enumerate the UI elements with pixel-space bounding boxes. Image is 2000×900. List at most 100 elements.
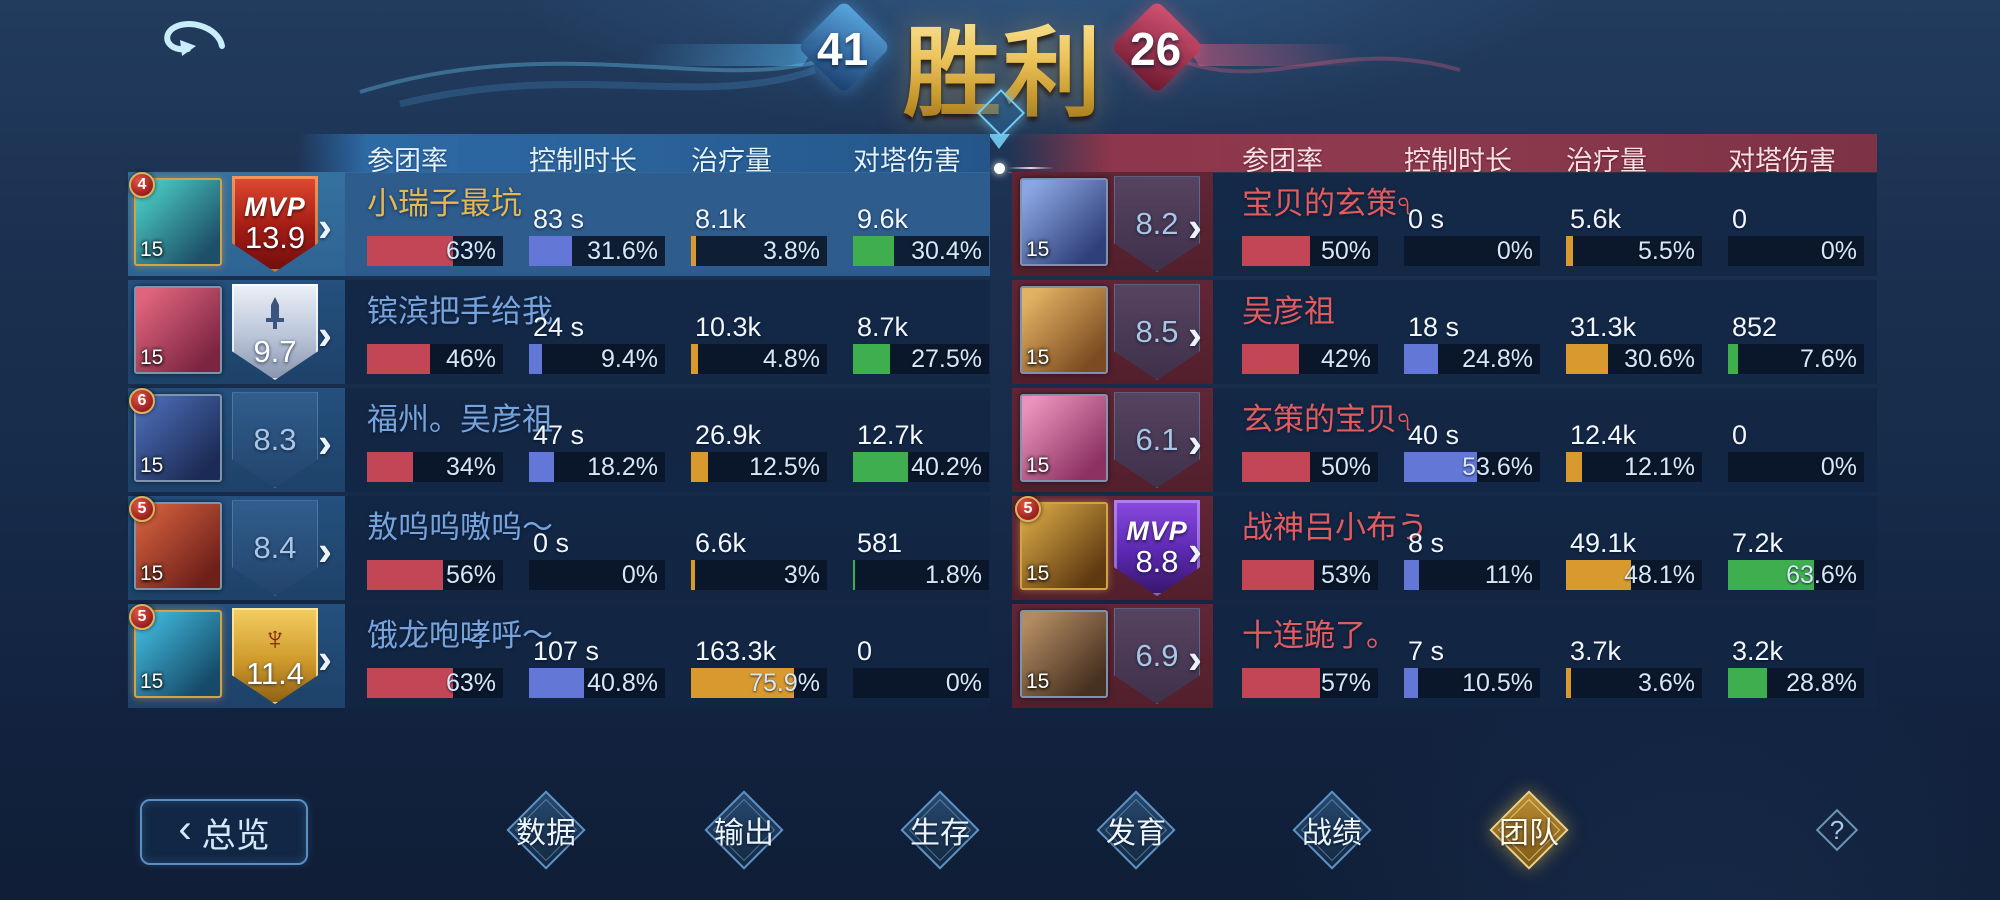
healing-bar: 3.8% — [691, 236, 827, 266]
participation-bar-fill — [367, 452, 414, 482]
healing-value: 31.3k — [1570, 312, 1637, 342]
victory-title: 胜利 — [893, 0, 1113, 136]
column-header-right-4: 对塔伤害 — [1728, 146, 1836, 176]
healing-bar-fill — [1566, 668, 1571, 698]
row-expand-chevron[interactable]: › — [1188, 527, 1202, 574]
back-button[interactable] — [152, 12, 238, 68]
tower-damage-bar-fill — [853, 344, 891, 374]
participation-percent: 53% — [1320, 561, 1371, 589]
hero-level-label: 15 — [1026, 670, 1050, 693]
participation-bar: 53% — [1242, 560, 1378, 590]
row-expand-chevron[interactable]: › — [318, 203, 332, 250]
healing-bar-fill — [691, 668, 795, 698]
tower-damage-bar: 0% — [853, 668, 989, 698]
control-duration-bar-fill — [529, 344, 542, 374]
control-duration-value: 18 s — [1408, 312, 1460, 342]
control-duration-bar: 0% — [529, 560, 665, 590]
participation-percent: 57% — [1320, 669, 1371, 697]
tower-damage-bar: 7.6% — [1728, 344, 1864, 374]
player-name: 镔滨把手给我 — [367, 294, 553, 329]
tab-数据[interactable]: 数据 — [506, 790, 586, 870]
tab-生存[interactable]: 生存 — [900, 790, 980, 870]
column-header-left-4: 对塔伤害 — [853, 146, 961, 176]
hero-avatar — [1020, 394, 1108, 482]
battle-score-value: 6.9 — [1135, 638, 1179, 673]
row-expand-chevron[interactable]: › — [318, 635, 332, 682]
help-icon: ? — [1829, 814, 1845, 845]
tower-damage-value: 581 — [857, 528, 903, 558]
row-expand-chevron[interactable]: › — [1188, 635, 1202, 682]
red-score-ribbon — [1184, 44, 1370, 66]
healing-bar-fill — [1566, 452, 1583, 482]
control-duration-bar: 0% — [1404, 236, 1540, 266]
rank-number-badge: 6 — [129, 388, 155, 414]
control-duration-percent: 24.8% — [1462, 345, 1533, 373]
tower-damage-value: 9.6k — [857, 204, 909, 234]
row-expand-chevron[interactable]: › — [318, 419, 332, 466]
tower-damage-percent: 63.6% — [1786, 561, 1857, 589]
participation-bar-fill — [1242, 236, 1310, 266]
overview-back-button[interactable]: ‹ 总览 — [140, 799, 308, 865]
row-expand-chevron[interactable]: › — [1188, 311, 1202, 358]
healing-value: 3.7k — [1570, 636, 1622, 666]
healing-percent: 3% — [783, 561, 820, 589]
tab-label: 战绩 — [1302, 817, 1362, 850]
control-duration-value: 83 s — [533, 204, 585, 234]
blue-score-ribbon — [632, 44, 818, 66]
participation-bar-fill — [367, 236, 453, 266]
hero-level-label: 15 — [140, 454, 164, 477]
control-duration-bar: 31.6% — [529, 236, 665, 266]
tower-damage-bar: 27.5% — [853, 344, 989, 374]
row-expand-chevron[interactable]: › — [1188, 419, 1202, 466]
column-header-left-2: 控制时长 — [529, 146, 637, 176]
tab-战绩[interactable]: 战绩 — [1292, 790, 1372, 870]
tower-damage-value: 3.2k — [1732, 636, 1784, 666]
column-header-left-3: 治疗量 — [691, 146, 772, 176]
participation-bar: 34% — [367, 452, 503, 482]
tab-输出[interactable]: 输出 — [704, 790, 784, 870]
healing-percent: 12.5% — [749, 453, 820, 481]
control-duration-percent: 10.5% — [1462, 669, 1533, 697]
control-duration-bar: 24.8% — [1404, 344, 1540, 374]
tower-damage-percent: 28.8% — [1786, 669, 1857, 697]
row-expand-chevron[interactable]: › — [1188, 203, 1202, 250]
participation-percent: 50% — [1320, 453, 1371, 481]
hero-level-label: 15 — [140, 346, 164, 369]
player-name: 吴彦祖 — [1242, 294, 1335, 329]
tab-label: 发育 — [1106, 817, 1166, 850]
control-duration-bar-fill — [1404, 560, 1419, 590]
hero-avatar — [1020, 286, 1108, 374]
participation-bar-fill — [367, 560, 444, 590]
row-expand-chevron[interactable]: › — [318, 311, 332, 358]
column-header-right-2: 控制时长 — [1404, 146, 1512, 176]
hero-avatar — [1020, 502, 1108, 590]
help-button[interactable]: ? — [1813, 806, 1861, 854]
healing-percent: 4.8% — [763, 345, 820, 373]
tab-团队[interactable]: 团队 — [1489, 790, 1569, 870]
tower-damage-percent: 0% — [1820, 453, 1857, 481]
blue-team-score: 41 — [817, 23, 869, 75]
player-name: 福州。吴彦祖 — [367, 402, 553, 437]
row-expand-chevron[interactable]: › — [318, 527, 332, 574]
participation-percent: 63% — [445, 237, 496, 265]
healing-percent: 30.6% — [1624, 345, 1695, 373]
tab-发育[interactable]: 发育 — [1096, 790, 1176, 870]
player-name: 玄策的宝贝ঀ — [1242, 402, 1411, 437]
control-duration-bar-fill — [1404, 344, 1438, 374]
tower-damage-bar: 63.6% — [1728, 560, 1864, 590]
tower-damage-value: 0 — [857, 636, 873, 666]
column-header-right-3: 治疗量 — [1566, 146, 1647, 176]
participation-percent: 42% — [1320, 345, 1371, 373]
player-name: 小瑞子最坑 — [367, 186, 522, 221]
rank-number-badge: 4 — [129, 172, 155, 198]
tower-damage-percent: 0% — [1820, 237, 1857, 265]
back-arrow-icon — [164, 21, 225, 56]
tower-damage-bar-fill — [1728, 344, 1739, 374]
participation-bar: 63% — [367, 236, 503, 266]
participation-percent: 34% — [445, 453, 496, 481]
rank-number-badge: 5 — [129, 496, 155, 522]
battle-score-value: 8.3 — [253, 422, 297, 457]
column-header-left-1: 参团率 — [367, 146, 448, 176]
control-duration-value: 107 s — [533, 636, 600, 666]
control-duration-percent: 53.6% — [1462, 453, 1533, 481]
